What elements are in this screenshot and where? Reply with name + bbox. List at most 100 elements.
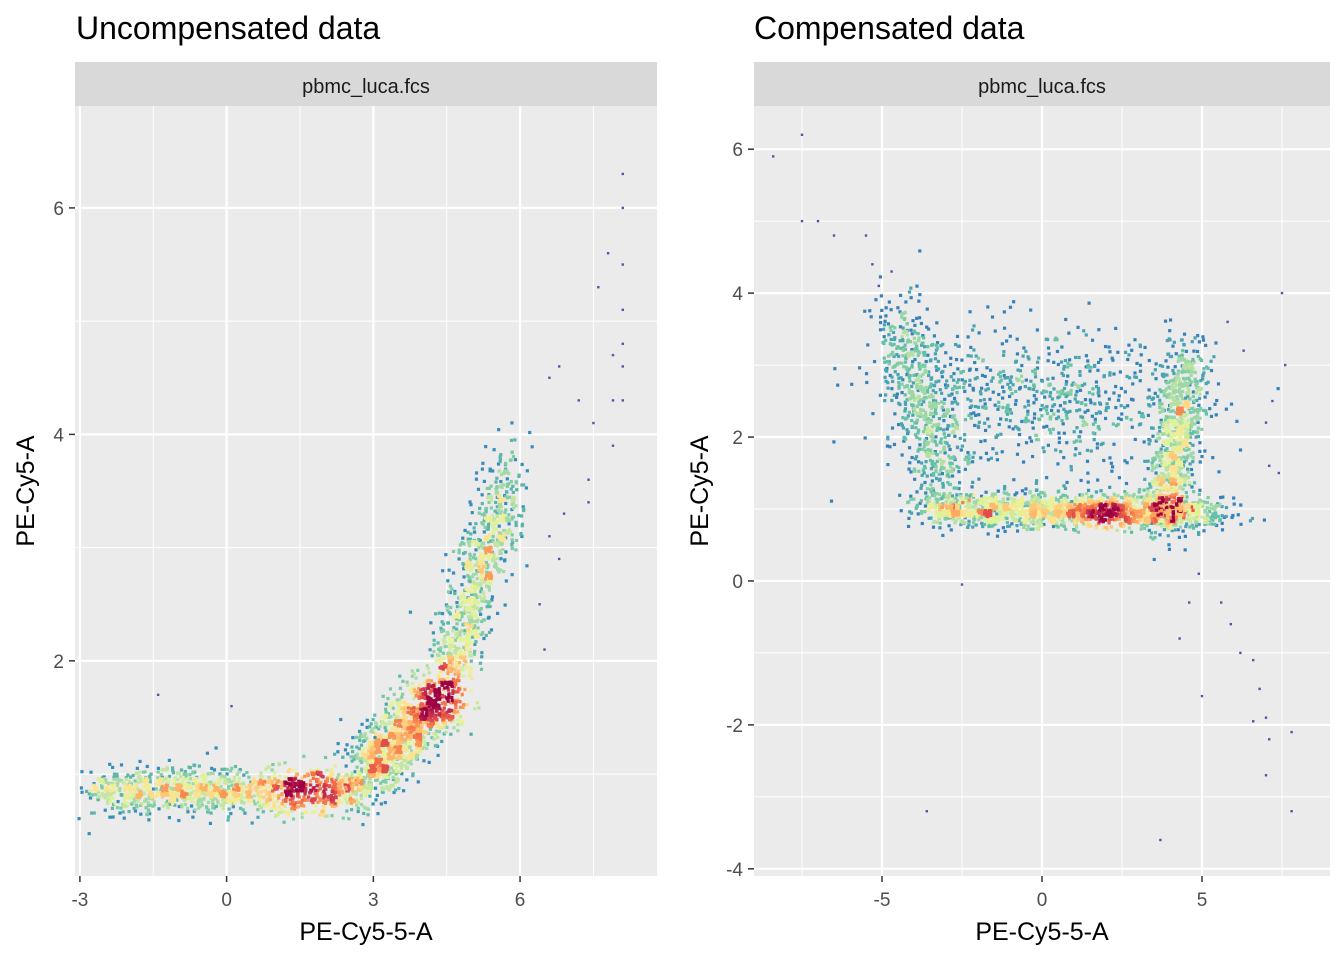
density-cell <box>445 725 449 729</box>
density-cell <box>454 705 458 710</box>
density-cell <box>1065 480 1069 485</box>
density-cell <box>362 782 366 786</box>
density-cell <box>903 385 907 389</box>
density-cell <box>1080 401 1084 405</box>
density-cell <box>148 780 152 784</box>
density-cell <box>240 782 244 786</box>
density-cell <box>310 810 314 814</box>
density-cell <box>1042 522 1046 527</box>
density-cell <box>460 656 464 660</box>
density-cell <box>1062 431 1066 435</box>
density-cell <box>1224 506 1229 510</box>
density-cell <box>89 789 93 793</box>
density-cell <box>220 794 224 798</box>
density-cell <box>1022 346 1026 350</box>
density-cell <box>510 421 514 425</box>
density-cell <box>850 382 854 386</box>
density-cell <box>405 778 409 782</box>
density-cell <box>1198 357 1202 361</box>
density-cell <box>1063 358 1068 363</box>
density-cell <box>955 493 959 497</box>
density-cell <box>462 542 466 546</box>
density-cell <box>922 400 926 404</box>
density-cell <box>1210 522 1214 526</box>
density-cell <box>227 784 231 789</box>
density-cell <box>468 564 472 568</box>
density-cell <box>902 317 907 322</box>
density-cell <box>863 309 867 313</box>
density-marks <box>77 172 624 836</box>
density-cell <box>1016 368 1020 372</box>
density-cell <box>464 665 468 670</box>
density-cell <box>979 456 983 460</box>
density-cell <box>139 794 143 798</box>
density-cell <box>1096 425 1100 429</box>
density-cell <box>473 590 477 594</box>
density-cell <box>892 442 897 447</box>
density-cell <box>435 707 439 711</box>
density-cell <box>352 755 356 759</box>
density-cell <box>979 392 983 396</box>
density-cell <box>383 721 387 725</box>
density-cell <box>108 815 112 819</box>
density-cell <box>498 495 502 499</box>
density-cell <box>893 336 897 340</box>
density-cell <box>1213 511 1218 515</box>
density-cell <box>414 727 419 731</box>
density-cell <box>1062 364 1066 369</box>
density-cell <box>1031 426 1035 430</box>
density-cell <box>277 796 281 800</box>
density-cell <box>502 497 507 501</box>
density-cell <box>511 484 515 488</box>
density-cell <box>475 599 479 603</box>
density-cell <box>312 786 316 790</box>
density-cell <box>1054 448 1058 452</box>
density-cell <box>907 446 912 450</box>
density-cell <box>1186 394 1190 399</box>
density-cell <box>331 797 335 801</box>
density-cell <box>1185 522 1189 526</box>
density-cell <box>329 793 333 798</box>
density-cell <box>1183 396 1188 400</box>
density-cell <box>1037 493 1041 497</box>
density-cell <box>1138 379 1142 383</box>
density-cell <box>197 797 201 801</box>
density-cell <box>324 787 328 792</box>
density-cell <box>372 764 376 768</box>
density-cell <box>400 761 404 765</box>
density-cell <box>237 781 241 785</box>
density-cell <box>385 767 389 772</box>
density-cell <box>948 362 953 367</box>
density-cell <box>349 801 353 805</box>
density-cell <box>911 360 915 364</box>
density-cell <box>1219 495 1223 500</box>
density-cell <box>372 765 376 770</box>
density-cell <box>933 440 937 444</box>
density-cell <box>511 454 516 459</box>
density-cell <box>224 789 228 793</box>
density-cell <box>898 310 902 314</box>
density-cell <box>339 717 343 722</box>
density-cell <box>1074 439 1079 443</box>
density-cell <box>171 768 175 773</box>
density-cell <box>152 800 156 804</box>
density-cell <box>331 772 335 776</box>
density-cell <box>1187 378 1192 382</box>
density-cell <box>454 682 458 687</box>
density-cell <box>365 786 369 790</box>
density-cell <box>466 537 470 541</box>
density-cell <box>940 375 944 379</box>
density-cell <box>1235 419 1239 423</box>
density-cell <box>303 789 307 794</box>
density-cell <box>908 339 913 344</box>
density-cell <box>1158 363 1162 368</box>
density-cell <box>963 389 967 394</box>
density-cell <box>407 719 411 723</box>
density-cell <box>411 755 415 759</box>
density-cell <box>302 754 306 758</box>
density-cell <box>955 423 959 427</box>
density-cell <box>488 546 492 550</box>
density-cell <box>261 782 265 786</box>
density-cell <box>1153 368 1157 372</box>
density-cell <box>406 710 410 715</box>
